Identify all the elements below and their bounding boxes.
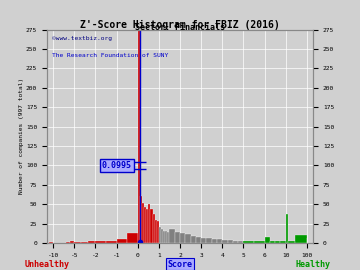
Bar bbox=[89, 241, 95, 243]
Bar bbox=[70, 241, 74, 243]
Bar bbox=[222, 240, 228, 243]
Text: Healthy: Healthy bbox=[296, 260, 331, 269]
Text: ©www.textbiz.org: ©www.textbiz.org bbox=[52, 36, 112, 41]
Bar bbox=[106, 241, 117, 243]
Title: Z'-Score Histogram for FBIZ (2016): Z'-Score Histogram for FBIZ (2016) bbox=[80, 20, 280, 30]
Bar bbox=[270, 241, 275, 243]
Bar bbox=[185, 234, 190, 243]
Bar bbox=[148, 204, 150, 243]
Bar bbox=[190, 236, 196, 243]
Bar bbox=[238, 241, 243, 243]
Bar bbox=[217, 239, 222, 243]
Bar bbox=[201, 238, 206, 243]
Bar bbox=[275, 241, 280, 243]
Bar bbox=[206, 238, 212, 243]
Bar bbox=[233, 241, 238, 243]
Bar bbox=[165, 231, 167, 243]
Bar bbox=[49, 242, 53, 243]
Bar bbox=[167, 232, 170, 243]
Bar bbox=[150, 209, 153, 243]
Bar bbox=[95, 241, 106, 243]
Bar bbox=[74, 242, 81, 243]
Bar bbox=[157, 221, 159, 243]
Bar bbox=[175, 232, 180, 243]
Bar bbox=[288, 241, 295, 243]
Text: The Research Foundation of SUNY: The Research Foundation of SUNY bbox=[52, 53, 168, 58]
Bar bbox=[142, 203, 144, 243]
Bar bbox=[212, 239, 217, 243]
Bar bbox=[254, 241, 265, 243]
Bar bbox=[153, 214, 155, 243]
Text: Sector: Financials: Sector: Financials bbox=[135, 23, 225, 32]
Text: 0.0995: 0.0995 bbox=[102, 161, 132, 170]
Bar bbox=[159, 228, 161, 243]
Text: Unhealthy: Unhealthy bbox=[24, 260, 69, 269]
Bar bbox=[140, 197, 142, 243]
Bar bbox=[144, 207, 146, 243]
Bar bbox=[196, 237, 201, 243]
Bar bbox=[265, 237, 270, 243]
Bar bbox=[295, 235, 307, 243]
Bar bbox=[155, 220, 157, 243]
Bar bbox=[127, 233, 138, 243]
Bar bbox=[117, 239, 127, 243]
Bar bbox=[146, 209, 148, 243]
Bar bbox=[163, 231, 165, 243]
Bar bbox=[228, 240, 233, 243]
Bar bbox=[170, 229, 175, 243]
Text: Score: Score bbox=[167, 260, 193, 269]
Bar bbox=[138, 30, 140, 243]
Bar bbox=[243, 241, 254, 243]
Bar bbox=[161, 229, 163, 243]
Bar bbox=[286, 214, 288, 243]
Bar bbox=[81, 242, 89, 243]
Bar bbox=[280, 241, 286, 243]
Bar bbox=[180, 233, 185, 243]
Bar bbox=[66, 242, 70, 243]
Y-axis label: Number of companies (997 total): Number of companies (997 total) bbox=[19, 78, 24, 194]
